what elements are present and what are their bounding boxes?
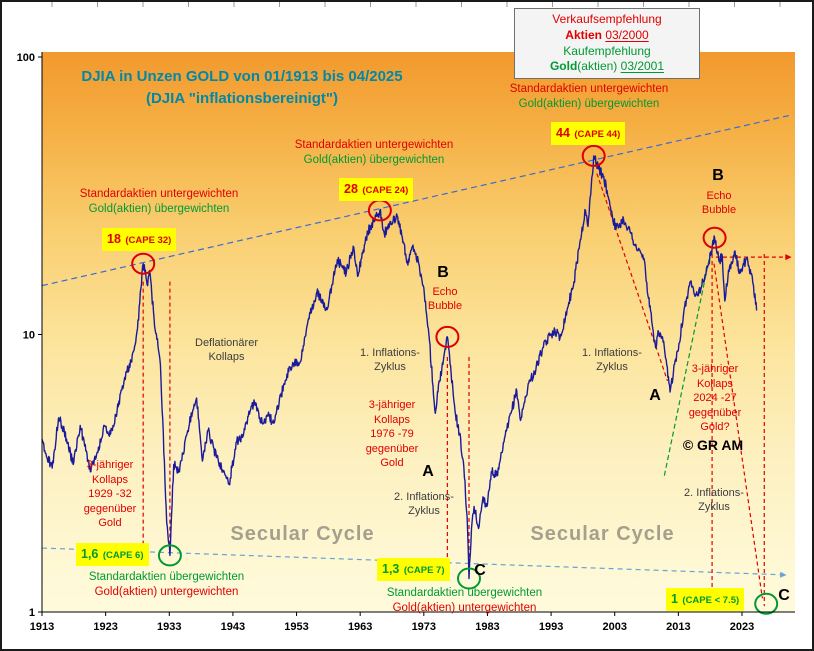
ratio-value: 28 — [344, 182, 358, 196]
recommendation-1929: Standardaktien untergewichten Gold(aktie… — [59, 187, 259, 217]
secular-cycle-watermark-left: Secular Cycle — [230, 523, 375, 545]
svg-text:1963: 1963 — [348, 621, 372, 633]
chart-title-line2: (DJIA "inflationsbereinigt") — [145, 89, 338, 107]
cape-label-1929-peak: 18 (CAPE 32) — [102, 228, 177, 251]
inflation-cycle-2-label-right: 2. Inflations- Zyklus — [684, 487, 744, 514]
cape-value: (CAPE 32) — [125, 235, 172, 246]
overweight-gold-text: Gold(aktien) übergewichten — [88, 202, 230, 215]
recommendation-1932: Standardaktien übergewichten Gold(aktien… — [64, 570, 269, 600]
cape-value: (CAPE 24) — [362, 185, 409, 196]
chart-title-line1: DJIA in Unzen GOLD von 01/1913 bis 04/20… — [81, 68, 403, 85]
inflation-cycle-1-label-left: 1. Inflations- Zyklus — [360, 347, 420, 374]
underweight-gold-text: Gold(aktien) untergewichten — [392, 601, 537, 614]
deflationary-collapse-label: Deflationärer Kollaps — [195, 337, 258, 364]
cape-value: (CAPE 44) — [574, 129, 621, 140]
echo-bubble-1976-label: Echo Bubble — [427, 286, 463, 312]
overweight-stocks-text: Standardaktien übergewichten — [88, 571, 245, 583]
collapse-1976-note: 3-jähriger Kollaps 1976 -79 gegenüber Go… — [365, 399, 419, 470]
svg-text:1993: 1993 — [539, 621, 563, 633]
underweight-stocks-text: Standardaktien untergewichten — [509, 83, 669, 95]
svg-text:2023: 2023 — [730, 621, 754, 633]
secular-cycle-watermark-right: Secular Cycle — [530, 523, 675, 545]
collapse-2024-note: 3-jähriger Kollaps 2024 -27 gegenüber Go… — [688, 363, 742, 434]
ratio-value: 1,6 — [81, 547, 99, 561]
svg-text:1933: 1933 — [157, 621, 181, 633]
copyright-watermark: © GR AM — [682, 437, 744, 453]
underweight-stocks-text: Standardaktien untergewichten — [79, 188, 239, 200]
ratio-value: 44 — [556, 126, 570, 140]
overweight-gold-text: Gold(aktien) übergewichten — [518, 97, 660, 110]
ratio-value: 1 — [671, 592, 678, 606]
marker-b-2018: B — [712, 167, 724, 184]
marker-a-2011: A — [649, 387, 661, 404]
recommendation-2000: Standardaktien untergewichten Gold(aktie… — [489, 82, 689, 112]
recommendation-legend: Verkaufsempfehlung Aktien 03/2000 Kaufem… — [514, 8, 700, 80]
collapse-1929-note: 3-jähriger Kollaps 1929 -32 gegenüber Go… — [83, 459, 137, 530]
cape-value: (CAPE < 7.5) — [682, 595, 740, 606]
svg-text:1953: 1953 — [284, 621, 308, 633]
chart-title: DJIA in Unzen GOLD von 01/1913 bis 04/20… — [60, 66, 424, 110]
svg-text:2003: 2003 — [602, 621, 626, 633]
buy-recommendation-label: Kaufempfehlung — [563, 43, 651, 58]
buy-date: 03/2001 — [620, 59, 665, 74]
svg-text:100: 100 — [17, 52, 35, 64]
cape-label-1980-trough: 1,3 (CAPE 7) — [377, 558, 450, 581]
svg-text:1: 1 — [29, 607, 35, 619]
sell-date: 03/2000 — [605, 27, 649, 42]
ratio-value: 18 — [107, 232, 121, 246]
cape-value: (CAPE 7) — [403, 565, 445, 576]
overweight-gold-text: Gold(aktien) übergewichten — [303, 153, 445, 166]
buy-recommendation: Kaufempfehlung Gold(aktien) 03/2001 — [519, 44, 695, 76]
buy-asset: Gold — [549, 59, 578, 74]
svg-text:1943: 1943 — [221, 621, 245, 633]
buy-asset-suffix: (aktien) — [577, 59, 618, 74]
marker-a-1974: A — [422, 463, 434, 480]
underweight-stocks-text: Standardaktien untergewichten — [294, 139, 454, 151]
overweight-stocks-text: Standardaktien übergewichten — [386, 587, 543, 599]
svg-text:2013: 2013 — [666, 621, 690, 633]
svg-text:1913: 1913 — [30, 621, 54, 633]
marker-b-1976: B — [437, 264, 449, 281]
sell-recommendation-label: Verkaufsempfehlung — [552, 12, 662, 26]
marker-c-1980: C — [474, 562, 486, 579]
svg-text:1983: 1983 — [475, 621, 499, 633]
recommendation-1966: Standardaktien untergewichten Gold(aktie… — [274, 138, 474, 168]
cape-label-1932-trough: 1,6 (CAPE 6) — [76, 543, 149, 566]
cape-label-projected-trough: 1 (CAPE < 7.5) — [666, 588, 745, 611]
echo-bubble-2018-label: Echo Bubble — [701, 190, 737, 216]
cape-value: (CAPE 6) — [102, 550, 144, 561]
sell-recommendation: Verkaufsempfehlung Aktien 03/2000 — [519, 12, 695, 44]
inflation-cycle-2-label-left: 2. Inflations- Zyklus — [394, 491, 454, 518]
svg-text:1973: 1973 — [412, 621, 436, 633]
cape-label-1966-peak: 28 (CAPE 24) — [339, 178, 414, 201]
cape-label-2000-peak: 44 (CAPE 44) — [551, 122, 626, 145]
recommendation-1980: Standardaktien übergewichten Gold(aktien… — [362, 586, 567, 616]
svg-text:10: 10 — [23, 330, 35, 342]
sell-asset: Aktien — [565, 27, 602, 42]
marker-c-2027: C — [778, 587, 790, 604]
inflation-cycle-1-label-right: 1. Inflations- Zyklus — [582, 347, 642, 374]
underweight-gold-text: Gold(aktien) untergewichten — [94, 585, 239, 598]
ratio-value: 1,3 — [382, 562, 400, 576]
svg-text:1923: 1923 — [93, 621, 117, 633]
